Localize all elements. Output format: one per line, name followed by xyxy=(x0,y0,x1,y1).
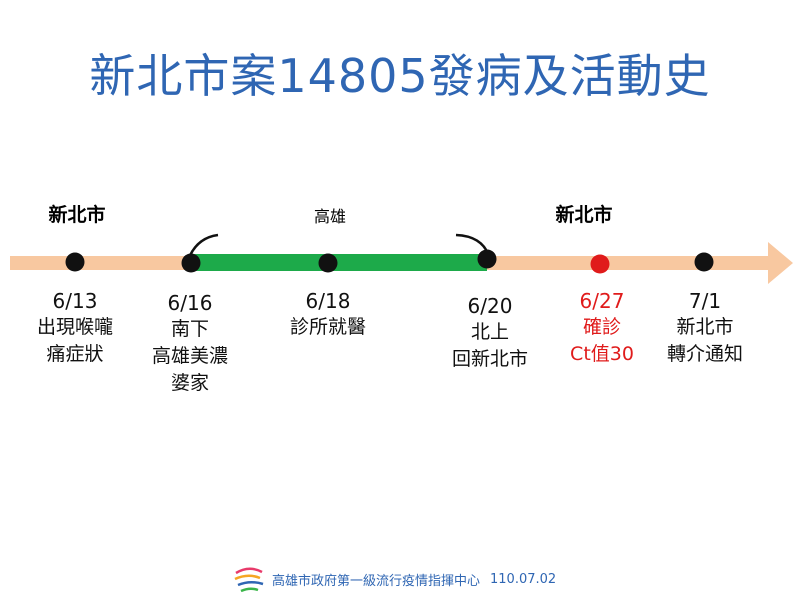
footer-date: 110.07.02 xyxy=(490,571,557,587)
timeline xyxy=(10,233,793,284)
timeline-dot-7-1 xyxy=(694,252,714,272)
page-title: 新北市案14805發病及活動史 xyxy=(89,49,711,103)
event-line: 婆家 xyxy=(170,372,209,394)
event-6-13: 6/13 出現喉嚨 痛症狀 xyxy=(10,288,140,368)
timeline-dot-6-18 xyxy=(318,253,338,273)
footer: 高雄市政府第一級流行疫情指揮中心 110.07.02 xyxy=(232,565,556,593)
event-line: 北上 xyxy=(470,321,509,343)
event-line: 南下 xyxy=(170,318,209,340)
event-line: 痛症狀 xyxy=(46,343,104,365)
event-6-18: 6/18 診所就醫 xyxy=(263,288,393,341)
region-label-right: 新北市 xyxy=(555,204,613,226)
travel-segment-kaohsiung xyxy=(190,254,487,271)
event-date: 7/1 xyxy=(688,289,722,313)
footer-org: 高雄市政府第一級流行疫情指揮中心 xyxy=(272,573,481,589)
event-6-16: 6/16 南下 高雄美濃 婆家 xyxy=(125,290,255,397)
event-line: 回新北市 xyxy=(451,348,528,370)
event-line: 新北市 xyxy=(676,316,734,338)
event-7-1: 7/1 新北市 轉介通知 xyxy=(640,288,770,368)
kaohsiung-city-logo-icon xyxy=(234,567,264,593)
event-line: 高雄美濃 xyxy=(151,345,228,367)
event-date: 6/13 xyxy=(52,289,98,313)
event-date: 6/18 xyxy=(305,289,351,313)
region-label-left: 新北市 xyxy=(48,204,106,226)
event-line: 出現喉嚨 xyxy=(36,316,113,338)
event-date: 6/20 xyxy=(467,294,513,318)
timeline-dot-6-13 xyxy=(65,252,85,272)
event-date: 6/27 xyxy=(579,289,625,313)
event-date: 6/16 xyxy=(167,291,213,315)
timeline-dot-6-16 xyxy=(181,253,201,273)
event-line: 確診 xyxy=(582,316,621,338)
event-line: 轉介通知 xyxy=(666,343,743,365)
event-6-20: 6/20 北上 回新北市 xyxy=(425,293,555,373)
timeline-dot-6-20 xyxy=(477,249,497,269)
region-label-middle: 高雄 xyxy=(313,207,347,226)
timeline-dot-6-27 xyxy=(590,254,610,274)
event-line: 診所就醫 xyxy=(289,316,366,338)
event-6-27: 6/27 確診 Ct值30 xyxy=(537,288,667,368)
event-line: Ct值30 xyxy=(570,343,634,365)
